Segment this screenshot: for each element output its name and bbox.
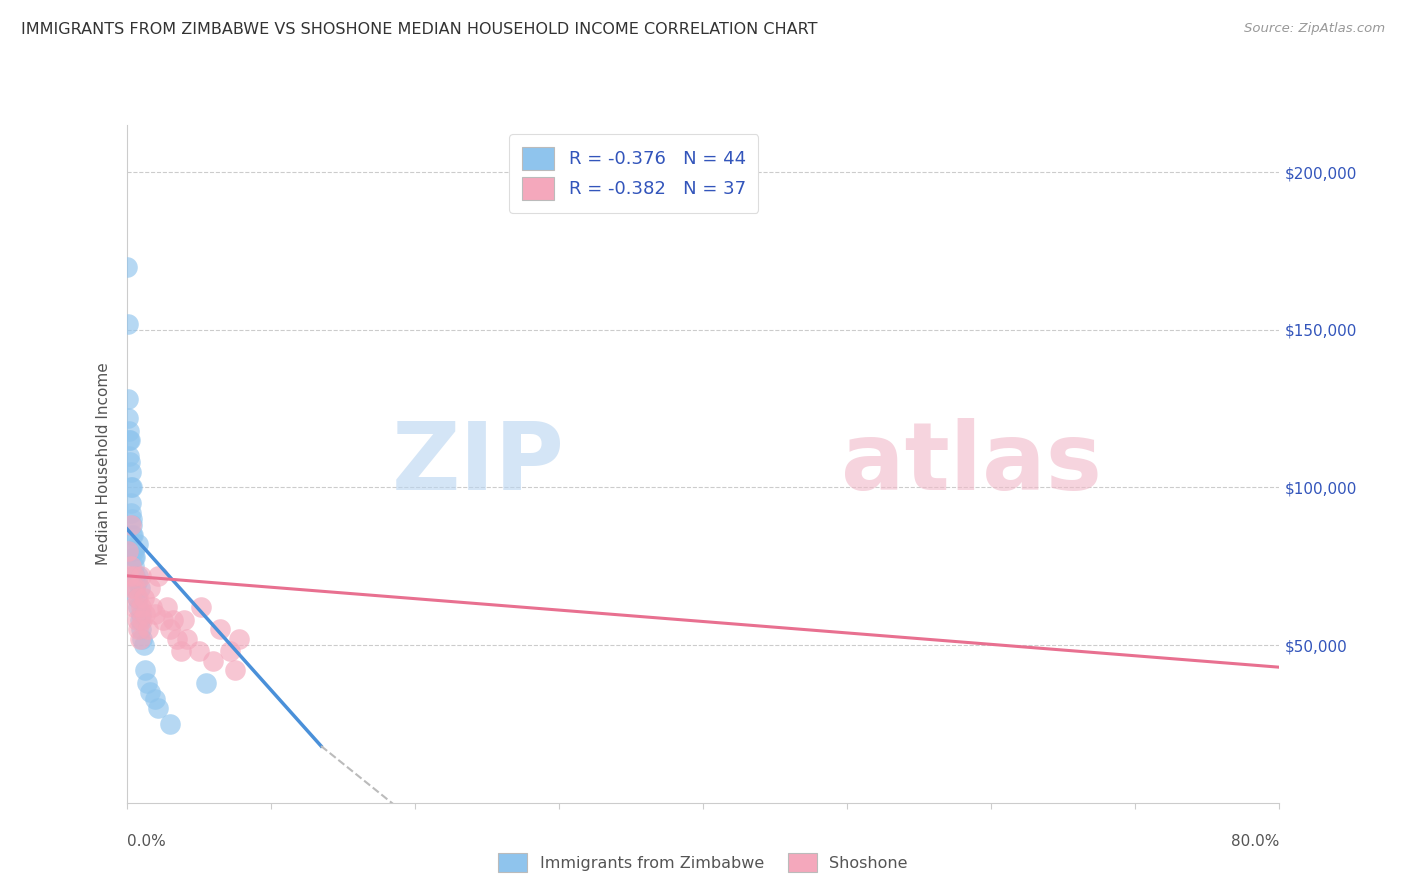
Point bbox=[122, 600, 145, 615]
Text: 80.0%: 80.0% bbox=[1232, 834, 1279, 849]
Point bbox=[117, 543, 139, 558]
Point bbox=[127, 591, 149, 605]
Point bbox=[219, 644, 242, 658]
Point bbox=[127, 600, 149, 615]
Point bbox=[121, 518, 143, 533]
Text: atlas: atlas bbox=[841, 417, 1102, 510]
Point bbox=[124, 549, 146, 564]
Point bbox=[187, 644, 209, 658]
Point bbox=[128, 582, 150, 596]
Text: 0.0%: 0.0% bbox=[127, 834, 166, 849]
Point bbox=[209, 623, 232, 637]
Point bbox=[122, 549, 145, 564]
Point bbox=[202, 654, 225, 668]
Point bbox=[121, 528, 143, 542]
Point bbox=[118, 568, 141, 582]
Point bbox=[131, 613, 153, 627]
Point bbox=[170, 644, 193, 658]
Point bbox=[120, 481, 142, 495]
Point bbox=[127, 623, 149, 637]
Legend: Immigrants from Zimbabwe, Shoshone: Immigrants from Zimbabwe, Shoshone bbox=[491, 845, 915, 880]
Point bbox=[120, 433, 142, 447]
Point bbox=[122, 568, 145, 582]
Point bbox=[122, 568, 145, 582]
Point bbox=[224, 664, 246, 678]
Point bbox=[176, 632, 198, 646]
Point bbox=[128, 632, 150, 646]
Point bbox=[122, 559, 145, 574]
Point bbox=[117, 317, 139, 331]
Point bbox=[129, 600, 152, 615]
Legend: R = -0.376   N = 44, R = -0.382   N = 37: R = -0.376 N = 44, R = -0.382 N = 37 bbox=[509, 134, 758, 213]
Point bbox=[194, 676, 217, 690]
Point bbox=[124, 582, 146, 596]
Text: ZIP: ZIP bbox=[392, 417, 565, 510]
Point bbox=[156, 600, 179, 615]
Point bbox=[159, 623, 181, 637]
Point bbox=[131, 632, 153, 646]
Point bbox=[120, 465, 142, 479]
Point bbox=[162, 613, 184, 627]
Point bbox=[134, 607, 156, 621]
Point bbox=[128, 613, 150, 627]
Point bbox=[129, 607, 152, 621]
Point bbox=[148, 568, 170, 582]
Point bbox=[129, 568, 152, 582]
Point bbox=[125, 613, 148, 627]
Point bbox=[132, 638, 155, 652]
Point bbox=[138, 685, 160, 699]
Point bbox=[121, 481, 143, 495]
Point bbox=[122, 543, 145, 558]
Point bbox=[118, 433, 141, 447]
Point bbox=[120, 496, 142, 510]
Point bbox=[152, 613, 174, 627]
Point bbox=[136, 623, 159, 637]
Point bbox=[135, 676, 157, 690]
Point bbox=[125, 591, 148, 605]
Point bbox=[117, 392, 139, 407]
Point bbox=[173, 613, 195, 627]
Point bbox=[138, 582, 160, 596]
Point bbox=[145, 607, 166, 621]
Point bbox=[120, 518, 142, 533]
Point bbox=[132, 591, 155, 605]
Point bbox=[134, 664, 156, 678]
Point bbox=[145, 691, 166, 706]
Point bbox=[118, 455, 141, 469]
Point bbox=[124, 582, 146, 596]
Point bbox=[118, 449, 141, 463]
Point bbox=[120, 559, 142, 574]
Point bbox=[121, 512, 143, 526]
Point bbox=[125, 575, 148, 590]
Point bbox=[117, 260, 139, 274]
Point bbox=[117, 411, 139, 425]
Point bbox=[118, 424, 141, 438]
Point bbox=[190, 600, 212, 615]
Text: Source: ZipAtlas.com: Source: ZipAtlas.com bbox=[1244, 22, 1385, 36]
Point bbox=[127, 568, 149, 582]
Point bbox=[127, 537, 149, 551]
Point bbox=[121, 582, 143, 596]
Y-axis label: Median Household Income: Median Household Income bbox=[96, 362, 111, 566]
Point bbox=[121, 543, 143, 558]
Point bbox=[124, 568, 146, 582]
Point bbox=[159, 717, 181, 731]
Point bbox=[228, 632, 250, 646]
Point bbox=[148, 701, 170, 715]
Point bbox=[129, 623, 152, 637]
Point bbox=[122, 528, 145, 542]
Point bbox=[166, 632, 188, 646]
Text: IMMIGRANTS FROM ZIMBABWE VS SHOSHONE MEDIAN HOUSEHOLD INCOME CORRELATION CHART: IMMIGRANTS FROM ZIMBABWE VS SHOSHONE MED… bbox=[21, 22, 818, 37]
Point bbox=[141, 600, 163, 615]
Point bbox=[120, 506, 142, 520]
